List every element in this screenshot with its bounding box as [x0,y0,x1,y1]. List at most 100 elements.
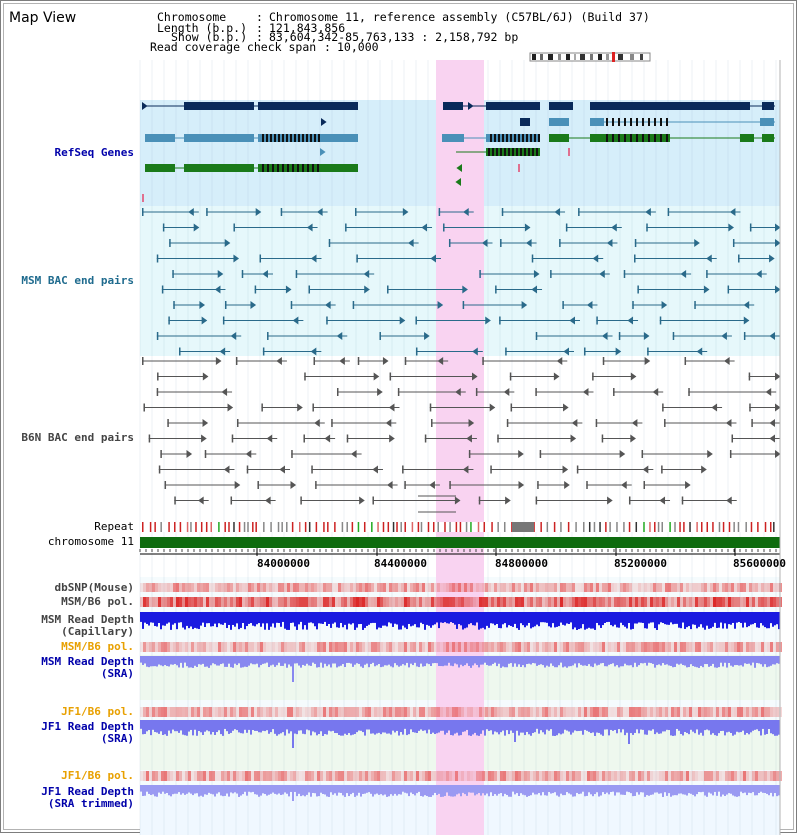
polymorphism-heat-cell [314,583,317,592]
b6n-bac-end [641,450,644,458]
polymorphism-heat-cell [281,771,284,781]
read-depth-bar [638,720,640,734]
polymorphism-heat-cell [593,771,596,781]
polymorphism-heat-cell [422,771,425,781]
b6n-bac-end [621,481,627,489]
chromosome-label: Chromosome [157,10,227,24]
polymorphism-heat-cell [425,642,428,652]
read-depth-bar [170,656,172,665]
polymorphism-heat-cell [605,707,608,717]
polymorphism-heat-cell [386,707,389,717]
msm-bac-end [634,254,636,263]
b6n-bac-end [661,465,663,474]
polymorphism-heat-cell [404,771,407,781]
polymorphism-heat-cell [299,583,302,592]
polymorphism-heat-cell [344,642,347,652]
read-depth-bar [294,656,296,664]
read-depth-bar [144,785,146,796]
read-depth-bar [568,656,570,667]
track-label-chromosome[interactable]: chromosome 11 [47,535,134,548]
polymorphism-heat-cell [623,597,626,607]
polymorphism-heat-cell [236,707,239,717]
msm-bac-end [694,239,700,247]
track-label-dbsnp[interactable]: dbSNP(Mouse) [54,581,134,594]
read-depth-bar [464,656,466,666]
track-label-jf1-b6-pol-2[interactable]: JF1/B6 pol. [61,769,134,782]
read-depth-bar [474,612,476,626]
polymorphism-heat-cell [455,597,458,607]
read-depth-bar [152,656,154,667]
polymorphism-heat-cell [746,642,749,652]
read-depth-bar [278,785,280,794]
repeat-element [635,522,638,532]
polymorphism-heat-cell [167,707,170,717]
read-depth-bar [678,612,680,628]
polymorphism-heat-cell [725,771,728,781]
track-label-refseq-genes[interactable]: RefSeq Genes [54,146,134,159]
refseq-gene-exon-fine [630,134,632,142]
read-depth-bar [362,656,364,668]
polymorphism-heat-cell [218,642,221,652]
read-depth-bar [278,656,280,663]
msm-bac-end [601,332,608,340]
polymorphism-heat-cell [329,597,332,607]
read-depth-bar [456,785,458,795]
read-depth-bar [256,785,258,795]
polymorphism-heat-cell [323,707,326,717]
read-depth-bar [414,612,416,625]
repeat-element [218,522,220,532]
track-label-msm-read-depth-sra[interactable]: MSM Read Depth [41,655,134,668]
polymorphism-heat-cell [389,771,392,781]
polymorphism-heat-cell [728,597,731,607]
track-label-jf1-b6-pol-1[interactable]: JF1/B6 pol. [61,705,134,718]
polymorphism-heat-cell [605,771,608,781]
repeat-element [411,522,414,532]
polymorphism-heat-cell [356,771,359,781]
b6n-bac-end [685,481,691,489]
read-depth-bar [560,720,562,735]
track-label-msm-b6-pol-capillary[interactable]: MSM/B6 pol. [61,595,134,608]
msm-bac-end [637,285,639,294]
track-label-b6n-bac[interactable]: B6N BAC end pairs [21,431,134,444]
polymorphism-heat-cell [371,583,374,592]
read-depth-bar [374,612,376,623]
read-depth-bar [690,785,692,794]
read-depth-bar [648,720,650,731]
polymorphism-heat-cell [260,771,263,781]
track-label-jf1-read-depth-trimmed[interactable]: JF1 Read Depth [41,785,134,798]
polymorphism-heat-cell [218,707,221,717]
read-depth-bar [340,720,342,736]
read-depth-bar [286,785,288,794]
polymorphism-heat-cell [776,583,779,592]
polymorphism-heat-cell [197,597,200,607]
read-depth-bar [328,612,330,624]
read-depth-bar [672,720,674,736]
polymorphism-heat-cell [683,583,686,592]
read-depth-bar [646,612,648,629]
read-depth-bar [332,612,334,624]
read-depth-bar [754,612,756,623]
track-label-msm-b6-pol-sra[interactable]: MSM/B6 pol. [61,640,134,653]
polymorphism-heat-cell [728,771,731,781]
read-depth-bar [396,720,398,731]
polymorphism-heat-cell [335,771,338,781]
polymorphism-heat-cell [674,707,677,717]
polymorphism-heat-cell [389,583,392,592]
read-depth-bar [214,785,216,797]
track-label-repeat[interactable]: Repeat [94,520,134,533]
polymorphism-heat-cell [410,642,413,652]
read-depth-bar [568,785,570,794]
b6n-bac-end [595,419,598,427]
read-depth-bar [344,612,346,625]
read-depth-bar [210,656,212,666]
polymorphism-heat-cell [506,583,509,592]
track-label-jf1-read-depth-sra[interactable]: JF1 Read Depth [41,720,134,733]
b6n-bac-end [339,357,345,365]
msm-bac-end [611,223,617,232]
track-label-msm-bac[interactable]: MSM BAC end pairs [21,274,134,287]
read-depth-bar [160,656,162,666]
b6n-bac-end [291,450,293,458]
track-label-msm-read-depth-capillary[interactable]: MSM Read Depth [41,613,134,626]
read-depth-bar [178,612,180,623]
